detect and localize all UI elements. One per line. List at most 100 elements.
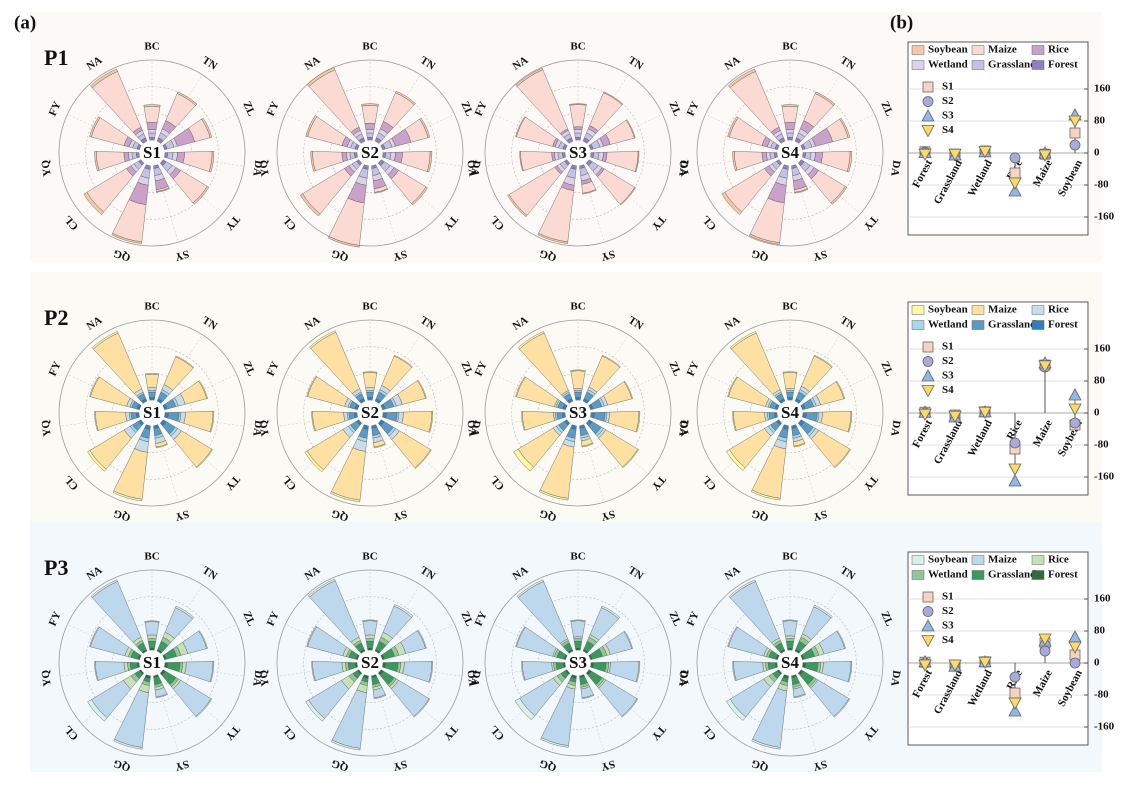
category-label: DA bbox=[250, 159, 264, 176]
y-tick-label: 0 bbox=[1094, 407, 1100, 419]
legend-label: Wetland bbox=[928, 569, 968, 581]
bar-segment bbox=[732, 151, 738, 172]
bar-segment bbox=[362, 619, 378, 622]
marker bbox=[1068, 641, 1082, 654]
bar-segment bbox=[111, 232, 143, 244]
legend-swatch bbox=[1031, 45, 1045, 55]
y-tick-label: 160 bbox=[1094, 593, 1111, 605]
category-label: SY bbox=[174, 247, 191, 262]
bar-segment bbox=[573, 129, 583, 134]
bar-segment bbox=[365, 129, 375, 134]
legend-swatch bbox=[911, 60, 925, 70]
category-label: DA bbox=[250, 669, 264, 686]
bar-segment bbox=[374, 188, 389, 194]
category-label: FY bbox=[685, 100, 702, 118]
bar-segment bbox=[195, 698, 213, 718]
bar-segment bbox=[176, 91, 198, 106]
plot-frame bbox=[907, 551, 1089, 746]
bar-segment bbox=[515, 67, 544, 87]
category-label: SY bbox=[174, 757, 191, 772]
bar-segment bbox=[519, 151, 524, 172]
bar-segment bbox=[574, 132, 582, 138]
bar-segment bbox=[413, 698, 431, 718]
category-label: ZL bbox=[458, 360, 475, 378]
category-label: DA bbox=[468, 669, 482, 686]
category-label: DA bbox=[888, 669, 902, 686]
bar-segment bbox=[574, 640, 582, 649]
marker bbox=[978, 145, 992, 159]
bar-segment bbox=[428, 411, 433, 433]
marker bbox=[918, 408, 932, 422]
bar-segment bbox=[833, 698, 851, 718]
bar-segment bbox=[198, 630, 208, 649]
center-hole bbox=[778, 141, 802, 165]
bar-segment bbox=[515, 116, 526, 138]
category-label: ZL bbox=[878, 360, 895, 378]
marker bbox=[1038, 360, 1052, 373]
bar-segment bbox=[411, 186, 428, 206]
panel-name: S3 bbox=[569, 653, 587, 672]
bar-segment bbox=[846, 151, 853, 173]
category-label: QG bbox=[750, 247, 770, 263]
bar-segment bbox=[366, 640, 374, 649]
y-tick-label: -160 bbox=[1094, 721, 1115, 733]
bar-segment bbox=[575, 137, 581, 141]
category-label: YQ bbox=[257, 159, 271, 177]
category-label: FY bbox=[47, 360, 64, 378]
panel-name: S2 bbox=[361, 653, 379, 672]
category-label: BC bbox=[362, 551, 377, 563]
bar-segment bbox=[192, 186, 210, 205]
bar-segment bbox=[89, 116, 101, 138]
category-label: YQ bbox=[677, 669, 691, 687]
bar-segment bbox=[148, 391, 156, 398]
category-label: BC bbox=[570, 301, 585, 313]
bar-segment bbox=[517, 331, 545, 350]
category-label: SY bbox=[600, 757, 617, 772]
bar-segment bbox=[305, 115, 317, 137]
legend-marker bbox=[921, 109, 935, 122]
category-label: QG bbox=[112, 507, 132, 523]
category-label: ZL bbox=[240, 100, 257, 118]
bar-segment bbox=[574, 391, 582, 398]
bar-segment bbox=[414, 449, 432, 469]
y-tick-label: 80 bbox=[1094, 375, 1106, 387]
category-label: DA bbox=[468, 419, 482, 436]
marker bbox=[1069, 417, 1081, 429]
panel-name: S1 bbox=[143, 143, 161, 162]
category-label: BC bbox=[782, 301, 797, 313]
bar-segment bbox=[89, 626, 100, 648]
y-tick-label: -160 bbox=[1094, 471, 1115, 483]
bar-segment bbox=[306, 67, 336, 87]
bar-segment bbox=[195, 448, 213, 469]
center-hole bbox=[778, 651, 802, 675]
bar-segment bbox=[513, 448, 535, 472]
category-label: DA bbox=[676, 159, 690, 176]
category-label: FY bbox=[47, 100, 64, 118]
category-label: YQ bbox=[257, 669, 271, 687]
bar-segment bbox=[794, 188, 809, 194]
bar-segment bbox=[721, 192, 743, 215]
bar-segment bbox=[311, 661, 316, 682]
panel-name: S3 bbox=[569, 143, 587, 162]
bar-segment bbox=[145, 374, 159, 389]
center-hole bbox=[566, 401, 590, 425]
category-label: FY bbox=[47, 610, 64, 628]
legend-marker bbox=[921, 385, 935, 398]
bar-segment bbox=[786, 132, 794, 138]
bar-segment bbox=[366, 391, 374, 398]
bar-segment bbox=[87, 450, 107, 472]
y-tick-label: -80 bbox=[1094, 439, 1109, 451]
marker bbox=[1008, 184, 1022, 197]
legend-marker bbox=[922, 606, 934, 617]
bar-segment bbox=[727, 116, 739, 138]
marker bbox=[918, 148, 932, 162]
legend-swatch bbox=[1031, 305, 1045, 315]
bar-segment bbox=[330, 491, 361, 503]
bar-segment bbox=[727, 376, 738, 398]
category-label: QG bbox=[330, 507, 350, 523]
bar-segment bbox=[581, 442, 594, 448]
bar-segment bbox=[847, 411, 853, 433]
legend-label: S3 bbox=[942, 110, 954, 122]
category-label: FY bbox=[685, 360, 702, 378]
